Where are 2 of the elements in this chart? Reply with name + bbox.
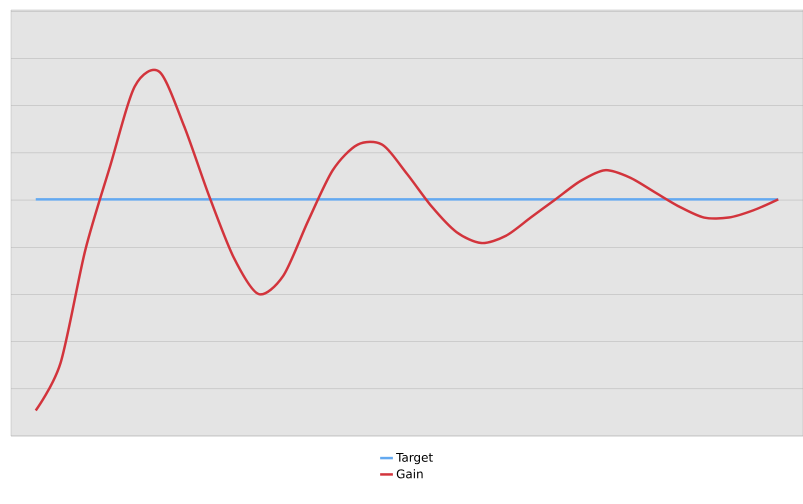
legend-label: Gain bbox=[396, 469, 423, 478]
legend-label: Target bbox=[396, 452, 433, 464]
